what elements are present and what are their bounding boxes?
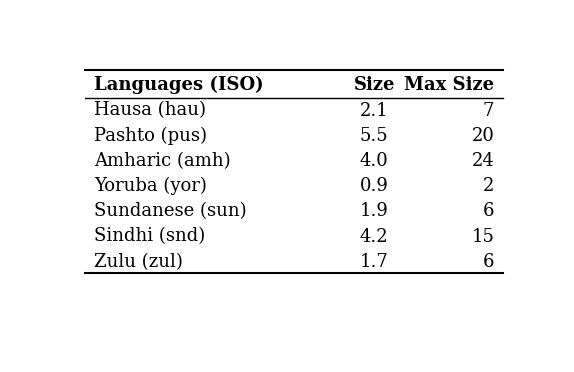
Text: Max Size: Max Size — [404, 76, 494, 94]
Text: Languages (ISO): Languages (ISO) — [94, 76, 263, 94]
Text: 2.1: 2.1 — [360, 102, 389, 119]
Text: 4.2: 4.2 — [360, 228, 389, 246]
Text: 4.0: 4.0 — [360, 152, 389, 170]
Text: 2: 2 — [483, 177, 494, 195]
Text: Amharic (amh): Amharic (amh) — [94, 152, 231, 170]
Text: 1.9: 1.9 — [360, 202, 389, 220]
Text: 15: 15 — [471, 228, 494, 246]
Text: 7: 7 — [483, 102, 494, 119]
Text: Sindhi (snd): Sindhi (snd) — [94, 228, 205, 246]
Text: 6: 6 — [483, 202, 494, 220]
Text: Sundanese (sun): Sundanese (sun) — [94, 202, 247, 220]
Text: Size: Size — [354, 76, 395, 94]
Text: Hausa (hau): Hausa (hau) — [94, 102, 206, 119]
Text: 0.9: 0.9 — [360, 177, 389, 195]
Text: 1.7: 1.7 — [360, 253, 389, 271]
Text: 5.5: 5.5 — [360, 127, 389, 145]
Text: Pashto (pus): Pashto (pus) — [94, 126, 207, 145]
Text: 6: 6 — [483, 253, 494, 271]
Text: Zulu (zul): Zulu (zul) — [94, 253, 183, 271]
Text: 24: 24 — [472, 152, 494, 170]
Text: 20: 20 — [471, 127, 494, 145]
Text: Yoruba (yor): Yoruba (yor) — [94, 177, 207, 195]
